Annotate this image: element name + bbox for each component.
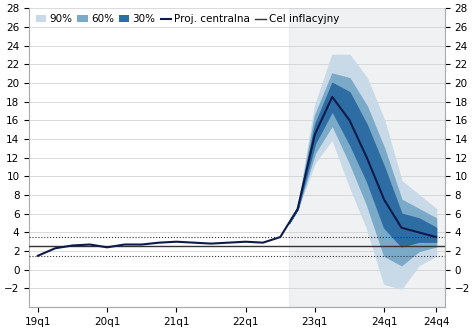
Legend: 90%, 60%, 30%, Proj. centralna, Cel inflacyjny: 90%, 60%, 30%, Proj. centralna, Cel infl… [35,13,340,25]
Bar [289,8,445,307]
